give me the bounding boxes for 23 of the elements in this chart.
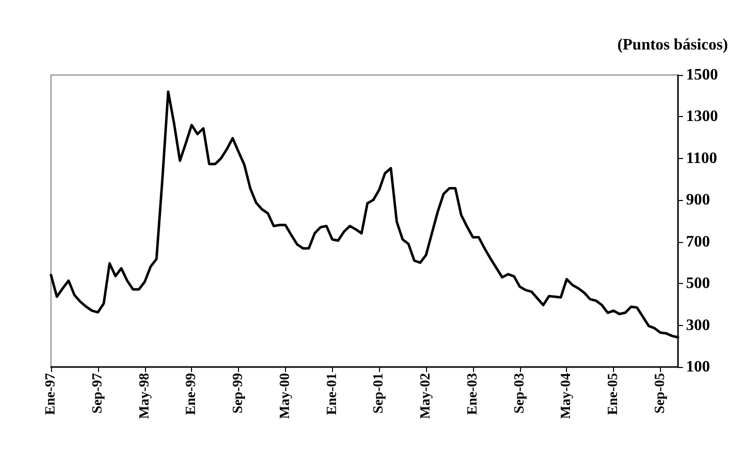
x-tick-label: May-98 — [137, 373, 152, 419]
x-tick-label: Ene-01 — [324, 373, 340, 415]
x-tick-label: May-00 — [278, 373, 293, 419]
x-tick-label: May-04 — [559, 373, 574, 419]
x-tick-label: Sep-05 — [652, 373, 668, 414]
y-axis-title: (Puntos básicos) — [617, 36, 728, 54]
y-tick-label: 300 — [686, 316, 710, 334]
y-tick-label: 1100 — [686, 150, 718, 167]
x-tick-label: May-02 — [418, 373, 434, 419]
y-tick-label: 1500 — [686, 66, 718, 84]
x-tick-label: Ene-99 — [184, 373, 200, 415]
y-tick-label: 100 — [686, 358, 710, 376]
x-tick-label: Sep-01 — [372, 373, 387, 414]
x-tick-label: Ene-05 — [606, 373, 622, 415]
y-tick-label: 1300 — [686, 108, 718, 126]
x-tick-label: Sep-03 — [512, 373, 528, 414]
x-tick-label: Sep-97 — [90, 373, 106, 414]
x-tick-label: Ene-03 — [465, 373, 480, 415]
y-tick-label: 700 — [686, 233, 710, 250]
x-tick-label: Sep-99 — [231, 373, 246, 414]
y-tick-label: 500 — [686, 275, 710, 292]
y-tick-label: 900 — [686, 192, 710, 209]
x-tick-label: Ene-97 — [44, 373, 58, 415]
